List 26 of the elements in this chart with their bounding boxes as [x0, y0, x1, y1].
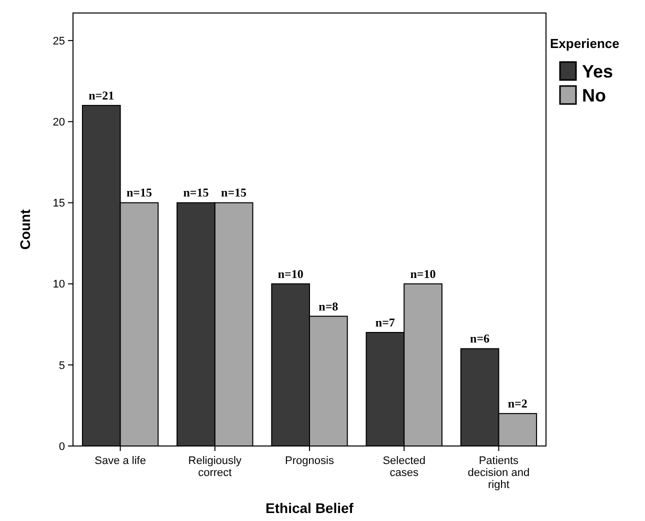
data-label: n=15	[221, 186, 247, 200]
x-tick-label: Selected cases	[382, 455, 426, 479]
y-tick-label: 20	[52, 116, 65, 129]
legend-label: No	[582, 85, 606, 106]
y-tick-label: 25	[52, 35, 65, 48]
y-axis-title: Count	[17, 208, 33, 250]
data-label: n=6	[470, 332, 490, 346]
x-tick-label: Patients decision and right	[468, 455, 530, 491]
data-label: n=2	[508, 396, 528, 411]
x-axis-title: Ethical Belief	[266, 500, 354, 516]
data-label: n=7	[375, 315, 395, 330]
y-tick-label: 10	[52, 278, 65, 291]
legend-title: Experience	[550, 36, 620, 51]
data-label: n=15	[183, 186, 209, 200]
x-tick-label: Religiously correct	[188, 455, 242, 479]
data-label: n=10	[410, 266, 436, 281]
legend-label: Yes	[582, 61, 614, 82]
data-label: n=21	[88, 88, 114, 102]
data-label: n=15	[126, 186, 152, 200]
data-label: n=10	[278, 266, 304, 281]
y-tick-label: 5	[58, 360, 65, 372]
y-tick-label: 15	[52, 198, 65, 210]
x-tick-label: Prognosis	[285, 455, 334, 467]
data-label: n=8	[318, 299, 338, 314]
x-tick-label: Save a life	[94, 455, 146, 467]
y-tick-label: 0	[58, 440, 65, 453]
